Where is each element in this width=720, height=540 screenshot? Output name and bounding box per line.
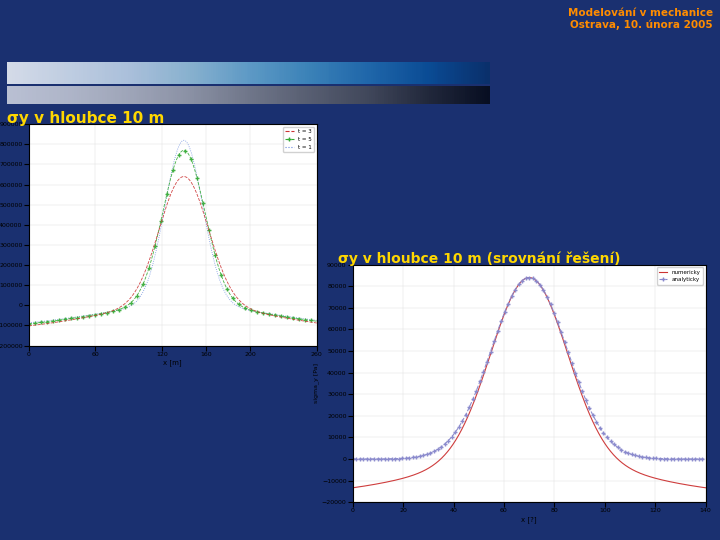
X-axis label: x [?]: x [?] [521,516,537,523]
Legend: t = 3, t = 5, t = 1: t = 3, t = 5, t = 1 [283,127,314,152]
X-axis label: x [m]: x [m] [163,360,182,366]
Y-axis label: sigma_y [Pa]: sigma_y [Pa] [313,363,319,403]
Text: Modelování v mechanice
Ostrava, 10. února 2005: Modelování v mechanice Ostrava, 10. únor… [567,8,713,30]
Text: σy v hloubce 10 m: σy v hloubce 10 m [7,111,165,126]
Legend: numericky, analyticky: numericky, analyticky [657,267,703,285]
Text: σy v hloubce 10 m (srovnání řešení): σy v hloubce 10 m (srovnání řešení) [338,251,621,266]
